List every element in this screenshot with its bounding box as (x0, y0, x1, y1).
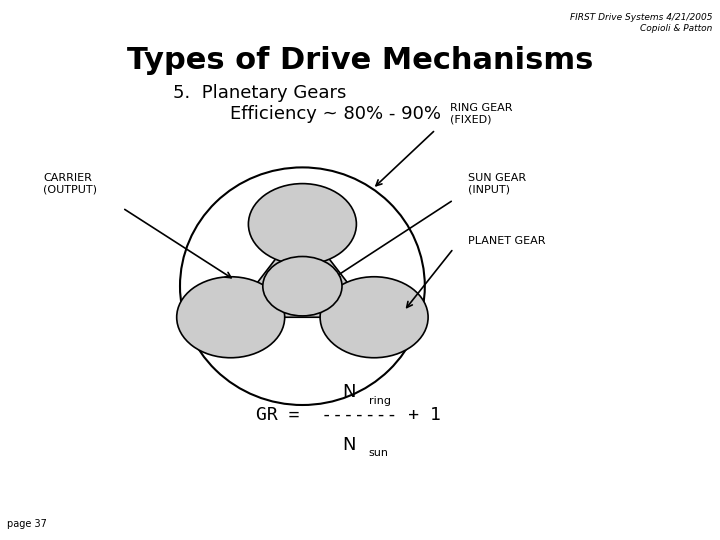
Text: SUN GEAR
(INPUT): SUN GEAR (INPUT) (468, 173, 526, 194)
Text: page 37: page 37 (7, 519, 47, 529)
Text: sun: sun (369, 448, 389, 458)
Ellipse shape (263, 256, 342, 316)
Text: Efficiency ~ 80% - 90%: Efficiency ~ 80% - 90% (230, 105, 441, 123)
Text: RING GEAR
(FIXED): RING GEAR (FIXED) (450, 103, 513, 124)
Text: ring: ring (369, 396, 391, 406)
Text: N: N (342, 383, 356, 401)
Text: GR =  ------- + 1: GR = ------- + 1 (256, 406, 441, 424)
Text: CARRIER
(OUTPUT): CARRIER (OUTPUT) (43, 173, 97, 194)
Text: 5.  Planetary Gears: 5. Planetary Gears (173, 84, 346, 102)
Text: Types of Drive Mechanisms: Types of Drive Mechanisms (127, 46, 593, 75)
Ellipse shape (248, 184, 356, 265)
Text: N: N (342, 436, 356, 454)
Ellipse shape (176, 276, 284, 357)
Polygon shape (230, 224, 374, 318)
Text: FIRST Drive Systems 4/21/2005: FIRST Drive Systems 4/21/2005 (570, 14, 713, 23)
Text: Copioli & Patton: Copioli & Patton (640, 24, 713, 33)
Text: PLANET GEAR: PLANET GEAR (468, 235, 546, 246)
Ellipse shape (320, 276, 428, 358)
